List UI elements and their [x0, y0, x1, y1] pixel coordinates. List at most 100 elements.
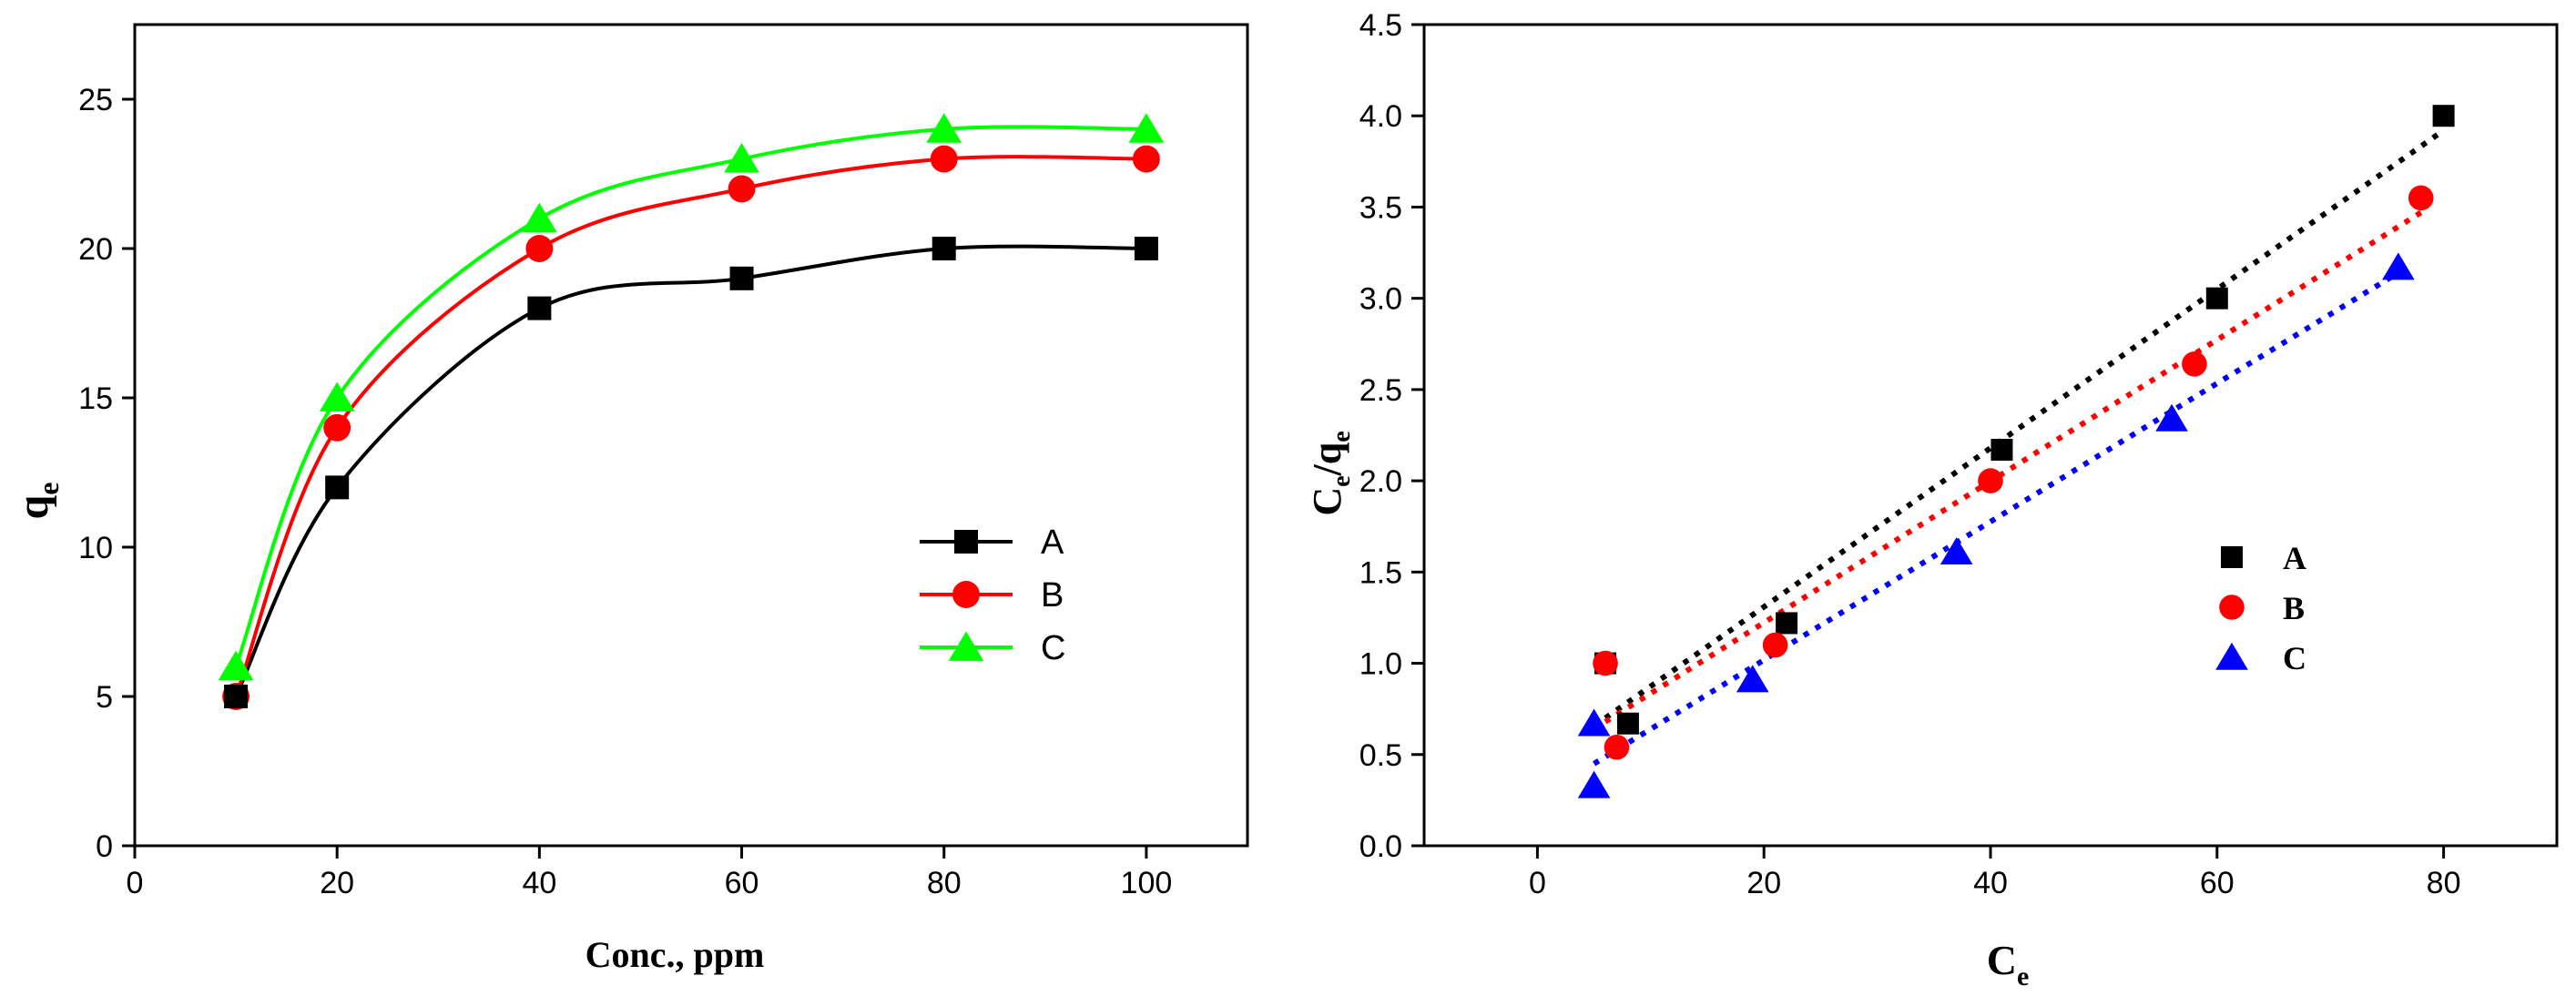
- data-point-c: [2155, 403, 2188, 432]
- y-axis-title-main: q: [9, 494, 57, 519]
- y-tick-label: 25: [78, 83, 113, 117]
- legend: ABC: [920, 523, 1065, 667]
- y-axis-ticks: 0 5 10 15 20 25: [78, 83, 135, 864]
- data-point-a: [1616, 712, 1639, 735]
- x-axis-ticks: 0 20 40 60 80 100: [127, 846, 1173, 900]
- y-tick-label: 3.0: [1359, 282, 1402, 317]
- y-tick-label: 3.5: [1359, 190, 1402, 225]
- legend-item-c: C: [920, 629, 1065, 667]
- legend-item-b: B: [920, 576, 1064, 615]
- data-point-b: [728, 175, 756, 203]
- fit-line-c: [1593, 270, 2400, 767]
- y-tick-label: 20: [78, 232, 113, 267]
- data-point-a: [325, 475, 350, 500]
- fit-line-b: [1604, 209, 2423, 725]
- y-axis-title-sub2: e: [1328, 431, 1356, 442]
- data-point-b: [525, 235, 554, 262]
- y-axis-title-sub1: e: [1328, 475, 1356, 486]
- data-point-c: [522, 202, 557, 233]
- y-axis-title-sub: e: [32, 483, 65, 495]
- y-tick-label: 5: [96, 680, 113, 715]
- legend-marker: [2221, 546, 2243, 568]
- x-axis-title: Conc., ppm: [585, 934, 765, 975]
- series-markers: [218, 113, 1165, 710]
- ce-qe-vs-ce-chart: 0 20 40 60 80 0.0 0.5 1.0 1.5 2.0 2.5 3.0 3.5 4.0 4.5…: [1305, 8, 2559, 991]
- series-line-c: [234, 125, 1146, 667]
- data-point-a: [932, 237, 956, 260]
- series-line-b: [234, 155, 1146, 697]
- series-markers: [1577, 105, 2455, 798]
- y-tick-label: 15: [78, 381, 113, 416]
- data-point-a: [2432, 105, 2455, 127]
- x-tick-label: 80: [927, 866, 962, 900]
- data-point-a: [1991, 439, 2013, 462]
- svg-text:Ce/qe: Ce/qe: [1305, 431, 1356, 515]
- x-tick-label: 20: [320, 866, 354, 900]
- legend-item-b: B: [2219, 590, 2305, 626]
- data-point-c: [1577, 770, 1611, 798]
- data-point-a: [729, 266, 754, 290]
- x-tick-label: 100: [1121, 866, 1173, 900]
- series-lines: [234, 125, 1146, 697]
- data-point-a: [527, 296, 552, 320]
- data-point-b: [1604, 734, 1630, 760]
- data-point-c: [1128, 113, 1165, 143]
- legend-label: A: [2283, 540, 2306, 576]
- data-point-a: [1776, 612, 1798, 635]
- legend-label: C: [2283, 640, 2306, 676]
- fit-line-a: [1604, 127, 2446, 721]
- y-axis-title-part1: C: [1305, 487, 1349, 516]
- data-point-a: [224, 685, 249, 708]
- x-tick-label: 0: [1529, 866, 1546, 900]
- y-axis-title-part2: /q: [1305, 442, 1349, 476]
- data-point-b: [1762, 632, 1788, 658]
- legend: ABC: [2215, 540, 2306, 676]
- data-point-b: [323, 413, 351, 442]
- y-tick-label: 2.0: [1359, 464, 1402, 499]
- x-tick-label: 40: [1973, 866, 2008, 900]
- data-point-c: [1577, 708, 1611, 737]
- y-tick-label: 2.5: [1359, 373, 1402, 408]
- y-tick-label: 0: [96, 829, 113, 864]
- legend-marker: [2219, 595, 2245, 620]
- legend-item-a: A: [920, 523, 1064, 562]
- qe-vs-concentration-chart: 0 20 40 60 80 100 0 5 10 15 20 25 Conc., ppm qe AB…: [9, 23, 1249, 975]
- y-axis-title: Ce/qe: [1305, 431, 1356, 515]
- data-point-c: [319, 381, 355, 412]
- fit-lines: [1593, 127, 2446, 767]
- legend-label: B: [2283, 590, 2305, 626]
- y-tick-label: 4.0: [1359, 99, 1402, 134]
- data-point-b: [1593, 650, 1618, 676]
- data-point-c: [218, 650, 254, 681]
- data-point-b: [1132, 145, 1160, 173]
- plot-frame: [133, 23, 1249, 848]
- svg-text:qe: qe: [9, 483, 65, 520]
- legend-item-c: C: [2215, 640, 2306, 676]
- data-point-c: [1940, 537, 1973, 565]
- y-tick-label: 1.5: [1359, 555, 1402, 590]
- x-tick-label: 40: [522, 866, 556, 900]
- data-point-c: [724, 143, 759, 173]
- y-tick-label: 0.0: [1359, 829, 1402, 864]
- data-point-c: [1736, 665, 1769, 693]
- data-point-c: [926, 113, 962, 143]
- data-point-b: [2408, 185, 2434, 211]
- legend-marker: [948, 631, 984, 661]
- x-tick-label: 20: [1746, 866, 1781, 900]
- legend-marker: [2215, 642, 2248, 670]
- legend-marker: [954, 530, 978, 554]
- x-axis-title-sub: e: [2017, 961, 2029, 991]
- x-tick-label: 60: [725, 866, 759, 900]
- legend-label: C: [1041, 629, 1065, 667]
- data-point-b: [930, 145, 958, 173]
- x-tick-label: 0: [127, 866, 144, 900]
- y-tick-label: 1.0: [1359, 647, 1402, 682]
- y-axis-ticks: 0.0 0.5 1.0 1.5 2.0 2.5 3.0 3.5 4.0 4.5: [1359, 8, 1424, 864]
- y-axis-title: qe: [9, 483, 65, 520]
- y-tick-label: 4.5: [1359, 8, 1402, 43]
- data-point-b: [1978, 468, 2003, 493]
- legend-marker: [952, 581, 980, 608]
- x-axis-title-main: C: [1987, 937, 2017, 983]
- legend-label: B: [1041, 576, 1064, 615]
